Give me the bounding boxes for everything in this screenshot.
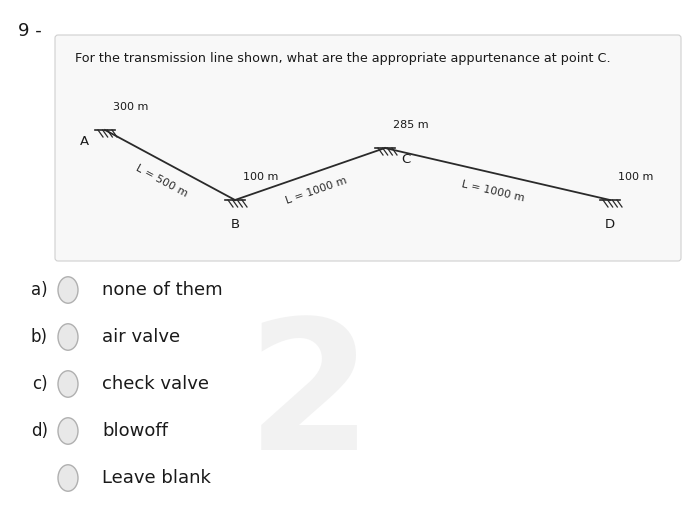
Text: Leave blank: Leave blank <box>102 469 211 487</box>
Text: 2: 2 <box>247 312 373 488</box>
Text: air valve: air valve <box>102 328 180 346</box>
Text: A: A <box>80 135 89 148</box>
Text: 285 m: 285 m <box>393 120 428 130</box>
Ellipse shape <box>58 371 78 397</box>
Text: blowoff: blowoff <box>102 422 168 440</box>
Text: 9 -: 9 - <box>18 22 42 40</box>
Ellipse shape <box>58 277 78 303</box>
Text: 100 m: 100 m <box>618 172 653 182</box>
Text: B: B <box>230 218 239 231</box>
Ellipse shape <box>58 324 78 350</box>
Text: D: D <box>605 218 615 231</box>
Text: c): c) <box>32 375 48 393</box>
Text: check valve: check valve <box>102 375 209 393</box>
Text: 300 m: 300 m <box>113 102 148 112</box>
Ellipse shape <box>58 418 78 444</box>
Text: a): a) <box>32 281 48 299</box>
Text: b): b) <box>31 328 48 346</box>
Text: C: C <box>401 153 410 166</box>
Text: L = 1000 m: L = 1000 m <box>284 176 348 206</box>
Text: For the transmission line shown, what are the appropriate appurtenance at point : For the transmission line shown, what ar… <box>75 52 610 65</box>
Text: L = 1000 m: L = 1000 m <box>461 179 526 204</box>
FancyBboxPatch shape <box>55 35 681 261</box>
Text: L = 500 m: L = 500 m <box>134 163 189 199</box>
Ellipse shape <box>58 465 78 491</box>
Text: 100 m: 100 m <box>243 172 279 182</box>
Text: none of them: none of them <box>102 281 223 299</box>
Text: d): d) <box>31 422 48 440</box>
